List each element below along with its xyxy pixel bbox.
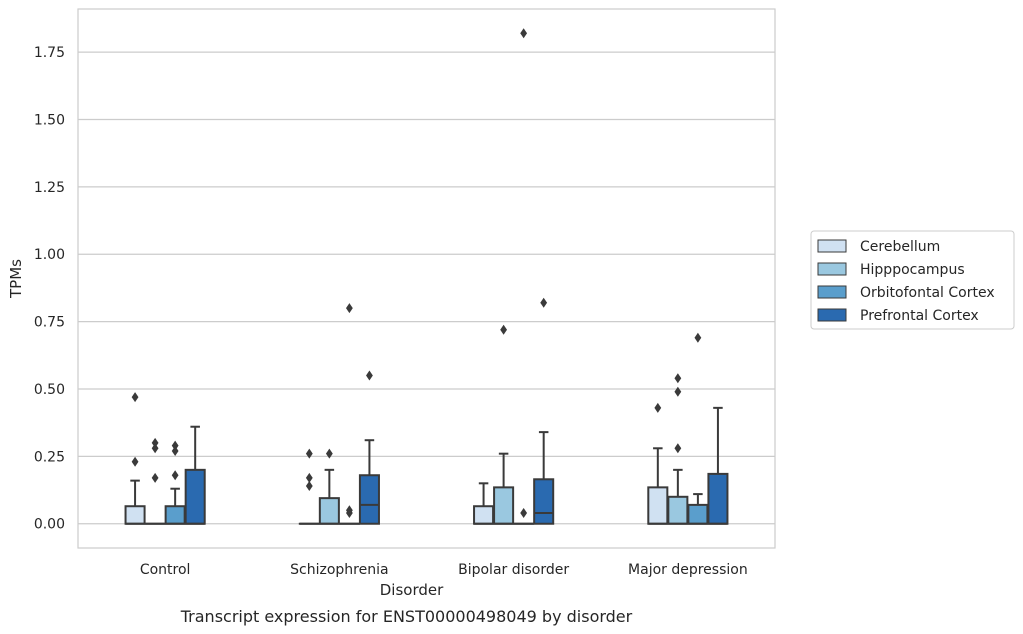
y-tick-label: 0.00: [34, 517, 65, 533]
chart-caption: Transcript expression for ENST0000049804…: [180, 607, 633, 626]
box-prefrontal-cortex-control: [184, 425, 206, 525]
legend-frame: [810, 230, 1015, 330]
y-axis-ticks: 0.00 0.25 0.50 0.75 1.00 1.25 1.50 1.75: [34, 45, 65, 533]
y-tick-label: 0.25: [34, 449, 65, 465]
plot-area-frame: [77, 8, 776, 549]
outlier-point: [540, 297, 548, 308]
box-prefrontal-cortex-schizophrenia: [358, 370, 380, 525]
legend-swatch-cerebellum: [817, 239, 847, 253]
x-tick-label-major-depression: Major depression: [628, 562, 748, 578]
outlier-point: [520, 28, 528, 39]
legend: Cerebellum Hipppocampus Orbitofontal Corte…: [810, 230, 1015, 330]
legend-swatch-hipppocampus: [817, 262, 847, 276]
gridlines: [78, 51, 775, 525]
legend-label-orbitofontal-cortex: Orbitofontal Cortex: [860, 285, 995, 301]
outlier-point: [171, 470, 179, 481]
box-cerebellum-schizophrenia: [298, 448, 320, 525]
legend-swatch-orbitofontal-cortex: [817, 285, 847, 299]
outlier-point: [171, 440, 179, 451]
outlier-point: [305, 472, 313, 483]
outlier-point: [171, 445, 179, 456]
box-iqr: [687, 503, 709, 525]
outlier-point: [151, 443, 159, 454]
outlier-point: [366, 370, 373, 381]
x-tick-label-bipolar-disorder: Bipolar disorder: [458, 562, 569, 578]
x-tick-label-control: Control: [140, 562, 191, 578]
legend-label-hipppocampus: Hipppocampus: [860, 262, 965, 278]
box-iqr: [493, 486, 515, 525]
outlier-point: [520, 507, 528, 518]
outlier-point: [305, 481, 313, 492]
outlier-point: [305, 448, 313, 459]
outlier-point: [151, 437, 159, 448]
box-cerebellum-control: [124, 392, 146, 525]
legend-label-prefrontal-cortex: Prefrontal Cortex: [860, 308, 979, 324]
box-iqr: [647, 486, 669, 525]
box-iqr: [667, 495, 689, 525]
box-iqr: [124, 505, 146, 525]
outlier-point: [674, 443, 682, 454]
outlier-point: [654, 402, 662, 413]
box-cerebellum-bipolar-disorder: [473, 482, 495, 525]
box-prefrontal-cortex-bipolar-disorder: [533, 297, 555, 525]
box-iqr: [358, 474, 380, 525]
box-orbitofontal-cortex-bipolar-disorder: [513, 28, 535, 525]
outlier-point: [674, 386, 682, 397]
series-cerebellum: [124, 392, 669, 525]
y-tick-label: 0.75: [34, 315, 65, 331]
box-iqr: [707, 472, 729, 525]
series-orbitofontal-cortex: [164, 28, 709, 525]
legend-swatch-prefrontal-cortex: [817, 308, 847, 322]
x-tick-label-schizophrenia: Schizophrenia: [290, 562, 388, 578]
y-tick-label: 1.25: [34, 180, 65, 196]
box-hipppocampus-schizophrenia: [318, 448, 340, 525]
outlier-point: [345, 505, 353, 516]
outlier-point: [674, 373, 682, 384]
outlier-point: [131, 392, 139, 403]
x-axis-ticks: Control Schizophrenia Bipolar disorder Majo…: [140, 562, 748, 578]
box-iqr: [533, 478, 555, 525]
box-orbitofontal-cortex-schizophrenia: [338, 303, 360, 525]
outlier-point: [151, 472, 159, 483]
outlier-point: [131, 456, 139, 467]
outlier-point: [325, 448, 333, 459]
legend-label-cerebellum: Cerebellum: [860, 239, 940, 255]
outlier-point: [500, 324, 508, 335]
y-tick-label: 1.50: [34, 112, 65, 128]
box-hipppocampus-control: [144, 437, 166, 525]
box-hipppocampus-bipolar-disorder: [493, 324, 515, 525]
outlier-point: [345, 303, 353, 314]
box-orbitofontal-cortex-control: [164, 440, 186, 525]
box-prefrontal-cortex-major-depression: [707, 406, 729, 525]
box-iqr: [164, 505, 186, 525]
y-tick-label: 1.00: [34, 247, 65, 263]
series-prefrontal-cortex: [184, 297, 729, 525]
box-groups: [124, 28, 729, 525]
outlier-point: [694, 332, 702, 343]
x-axis-label: Disorder: [380, 581, 444, 599]
y-tick-label: 0.50: [34, 382, 65, 398]
box-iqr: [318, 497, 340, 525]
box-hipppocampus-major-depression: [667, 373, 689, 525]
box-cerebellum-major-depression: [647, 402, 669, 525]
y-axis-label: TPMs: [7, 259, 25, 299]
box-orbitofontal-cortex-major-depression: [687, 332, 709, 525]
box-iqr: [473, 505, 495, 525]
box-iqr: [184, 468, 206, 525]
y-tick-label: 1.75: [34, 45, 65, 61]
series-hipppocampus: [144, 324, 689, 525]
